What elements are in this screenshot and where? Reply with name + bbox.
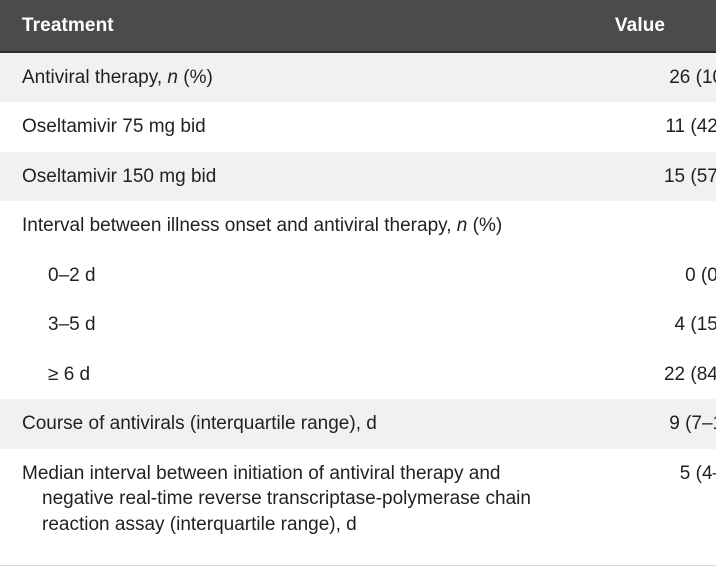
row-label: Median interval between initiation of an…	[22, 462, 531, 535]
row-value: 5 (4–7)	[679, 462, 716, 484]
italic-variable: n	[167, 67, 178, 88]
treatment-table: Treatment Value Antiviral therapy, n (%)…	[0, 0, 716, 549]
table-row: Oseltamivir 75 mg bid 11 (42.3)	[0, 102, 716, 152]
table-row: Antiviral therapy, n (%) 26 (100)	[0, 52, 716, 103]
row-value: 15 (57.7)	[663, 165, 716, 187]
italic-variable: n	[456, 215, 468, 237]
row-label: Oseltamivir 75 mg bid	[22, 116, 206, 138]
table-body: Antiviral therapy, n (%) 26 (100) Oseltami…	[0, 52, 716, 549]
row-value: 0 (0.0)	[685, 264, 716, 286]
row-value: 4 (15.4)	[674, 314, 716, 336]
column-header-treatment: Treatment	[0, 0, 542, 53]
row-value: 22 (84.6)	[663, 363, 716, 385]
row-label: Antiviral therapy, n (%)	[22, 67, 213, 88]
row-label: Oseltamivir 150 mg bid	[22, 165, 217, 187]
row-value: 26 (100)	[669, 67, 716, 88]
column-header-value: Value	[542, 0, 716, 53]
row-label: 0–2 d	[48, 264, 96, 286]
table-row: Median interval between initiation of an…	[0, 448, 716, 549]
table-row: 0–2 d 0 (0.0)	[0, 250, 716, 301]
table-header-row: Treatment Value	[0, 0, 716, 53]
table-row: ≥ 6 d 22 (84.6)	[0, 349, 716, 400]
table-row: Oseltamivir 150 mg bid 15 (57.7)	[0, 151, 716, 202]
table-row: 3–5 d 4 (15.4)	[0, 300, 716, 350]
row-value	[542, 201, 716, 250]
row-label: Interval between illness onset and antiv…	[22, 215, 503, 237]
table-row: Course of antivirals (interquartile rang…	[0, 399, 716, 449]
row-label: Course of antivirals (interquartile rang…	[22, 413, 377, 435]
row-label: 3–5 d	[48, 314, 96, 336]
row-value: 9 (7–14)	[669, 413, 716, 435]
table-bottom-rule	[0, 565, 716, 566]
row-label: ≥ 6 d	[48, 363, 91, 385]
table-row: Interval between illness onset and antiv…	[0, 201, 716, 251]
table-header: Treatment Value	[0, 0, 716, 53]
row-value: 11 (42.3)	[665, 116, 716, 138]
